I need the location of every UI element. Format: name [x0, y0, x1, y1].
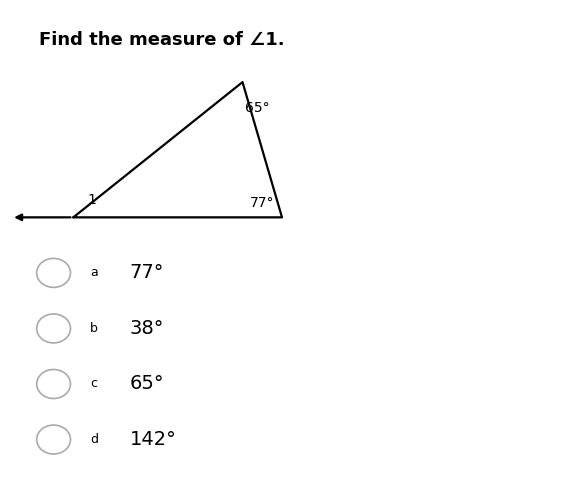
Text: 65°: 65° — [130, 374, 164, 394]
Text: 77°: 77° — [130, 263, 164, 283]
Text: d: d — [90, 433, 98, 446]
Text: 77°: 77° — [250, 196, 275, 210]
Text: Find the measure of ∠1.: Find the measure of ∠1. — [39, 31, 285, 49]
Text: 142°: 142° — [130, 430, 177, 449]
Text: 1: 1 — [87, 193, 96, 207]
Text: 65°: 65° — [245, 101, 270, 115]
Text: 38°: 38° — [130, 319, 164, 338]
Text: b: b — [90, 322, 98, 335]
Text: a: a — [90, 267, 98, 279]
Text: c: c — [90, 378, 97, 390]
